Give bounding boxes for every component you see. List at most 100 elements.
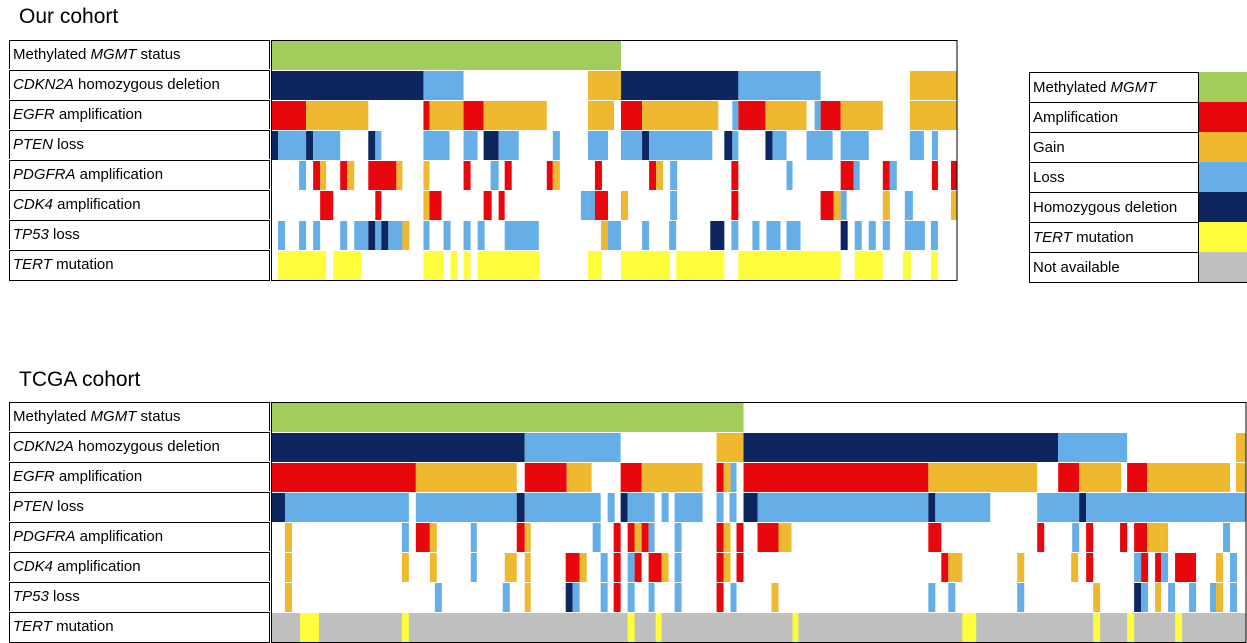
tcga-row-label-6-text-suffix: loss xyxy=(48,588,80,605)
our-cell-r3-11 xyxy=(587,131,608,160)
our-cell-r4-12 xyxy=(552,161,560,190)
tcga-cell-r5-22 xyxy=(1086,553,1094,582)
legend-item-label-2: Gain xyxy=(1033,133,1065,162)
tcga-cell-r3-16 xyxy=(1037,493,1080,522)
our-cell-r3-21 xyxy=(909,131,924,160)
tcga-row-label-3-text-suffix: loss xyxy=(53,498,84,515)
tcga-cohort-title: TCGA cohort xyxy=(19,368,141,391)
legend-item-label-1-text: Amplification xyxy=(1033,109,1119,126)
tcga-row-label-0-text: Methylated xyxy=(13,408,91,425)
our-cell-r5-2 xyxy=(423,191,430,220)
tcga-cell-r6-19 xyxy=(1141,583,1149,612)
legend-swatch-0 xyxy=(1198,72,1247,102)
our-cell-r7-4 xyxy=(463,251,471,280)
tcga-cell-r1-4 xyxy=(1058,433,1128,462)
tcga-cell-r6-13 xyxy=(771,583,779,612)
our-cell-r3-22 xyxy=(931,131,938,160)
tcga-row-label-6: TP53 loss xyxy=(9,582,270,611)
tcga-row-label-2-text-suffix: amplification xyxy=(54,468,143,485)
legend-item-label-6: Not available xyxy=(1033,253,1120,282)
tcga-cell-r4-18 xyxy=(778,523,792,552)
our-cell-r4-0 xyxy=(299,161,307,190)
our-cell-r2-3 xyxy=(429,101,464,130)
tcga-cell-r3-10 xyxy=(716,493,724,522)
legend-item-6: Not available xyxy=(1029,252,1247,283)
legend-item-label-5-text-suffix: mutation xyxy=(1071,229,1134,246)
tcga-cell-r7-3 xyxy=(627,613,635,642)
tcga-cell-r5-27 xyxy=(1175,553,1197,582)
our-row-label-2-text-suffix: amplification xyxy=(54,106,143,123)
legend-item-label-3-text: Loss xyxy=(1033,169,1065,186)
tcga-cell-r5-14 xyxy=(674,553,682,582)
tcga-cell-r5-4 xyxy=(504,553,517,582)
our-cell-r5-13 xyxy=(833,191,841,220)
our-cell-r5-5 xyxy=(498,191,505,220)
our-cell-r6-3 xyxy=(340,221,348,250)
tcga-cell-r6-20 xyxy=(1155,583,1162,612)
legend-item-2: Gain xyxy=(1029,132,1247,162)
our-cell-r4-11 xyxy=(546,161,553,190)
tcga-cell-r4-11 xyxy=(641,523,649,552)
our-cell-r2-11 xyxy=(765,101,807,130)
legend-item-label-1: Amplification xyxy=(1033,103,1118,132)
tcga-cell-r3-8 xyxy=(661,493,669,522)
tcga-cell-r5-15 xyxy=(716,553,724,582)
our-cell-r2-10 xyxy=(738,101,766,130)
our-cell-r5-16 xyxy=(904,191,913,220)
our-row-label-5-text-suffix: amplification xyxy=(53,196,141,213)
our-row-label-3-text-suffix: loss xyxy=(53,136,84,153)
tcga-cell-r6-0 xyxy=(284,583,292,612)
tcga-cohort-heatmap xyxy=(271,402,1247,643)
our-row-label-6: TP53 loss xyxy=(9,220,270,249)
tcga-cell-r2-0 xyxy=(271,463,416,492)
tcga-row-label-4: PDGFRA amplification xyxy=(9,522,270,551)
tcga-cell-r4-10 xyxy=(634,523,642,552)
our-cell-r6-4 xyxy=(354,221,369,250)
tcga-cell-r6-25 xyxy=(1230,583,1238,612)
our-cell-r4-1 xyxy=(313,161,321,190)
our-row-label-2: EGFR amplification xyxy=(9,100,270,129)
our-heatmap-svg xyxy=(271,40,958,281)
tcga-cell-r6-17 xyxy=(1093,583,1101,612)
our-cell-r4-22 xyxy=(889,161,897,190)
our-cell-r3-6 xyxy=(423,131,450,160)
tcga-row-label-3: PTEN loss xyxy=(9,492,270,521)
tcga-cell-r6-7 xyxy=(613,583,621,612)
tcga-cell-r5-28 xyxy=(1216,553,1224,582)
tcga-cell-r4-3 xyxy=(429,523,437,552)
our-row-label-5: CDK4 amplification xyxy=(9,190,270,219)
tcga-cell-r0-0 xyxy=(271,403,744,432)
our-cell-r7-10 xyxy=(854,251,883,280)
our-cell-r4-24 xyxy=(950,161,957,190)
our-row-label-4-gene: PDGFRA xyxy=(13,166,76,183)
legend-item-3: Loss xyxy=(1029,162,1247,192)
legend-item-label-3: Loss xyxy=(1033,163,1065,192)
our-cell-r6-21 xyxy=(752,221,760,250)
our-row-label-1-gene: CDKN2A xyxy=(13,76,74,93)
tcga-cell-r5-5 xyxy=(524,553,531,582)
our-cell-r5-15 xyxy=(882,191,890,220)
our-row-label-5-gene: CDK4 xyxy=(13,196,54,213)
our-cell-r5-4 xyxy=(483,191,492,220)
our-cell-r6-5 xyxy=(368,221,376,250)
tcga-cell-r3-11 xyxy=(729,493,737,522)
legend-item-label-0-gene: MGMT xyxy=(1110,79,1157,96)
our-cell-r5-17 xyxy=(950,191,957,220)
our-cell-r6-11 xyxy=(443,221,451,250)
our-cell-r1-4 xyxy=(738,71,821,100)
tcga-cell-r7-4 xyxy=(655,613,662,642)
tcga-cell-r4-24 xyxy=(1120,523,1128,552)
tcga-cell-r5-6 xyxy=(565,553,580,582)
tcga-cell-r6-9 xyxy=(648,583,655,612)
our-cell-r5-11 xyxy=(731,191,739,220)
legend-swatch-6 xyxy=(1198,252,1247,282)
tcga-cell-r1-3 xyxy=(743,433,1059,462)
tcga-cell-r4-5 xyxy=(516,523,525,552)
tcga-cell-r4-26 xyxy=(1147,523,1162,552)
our-cell-r2-13 xyxy=(820,101,841,130)
tcga-cell-r7-5 xyxy=(792,613,799,642)
our-cell-r5-0 xyxy=(320,191,334,220)
our-row-label-6-gene: TP53 xyxy=(13,226,49,243)
tcga-row-label-5-gene: CDK4 xyxy=(13,558,54,575)
our-cell-r7-12 xyxy=(930,251,938,280)
